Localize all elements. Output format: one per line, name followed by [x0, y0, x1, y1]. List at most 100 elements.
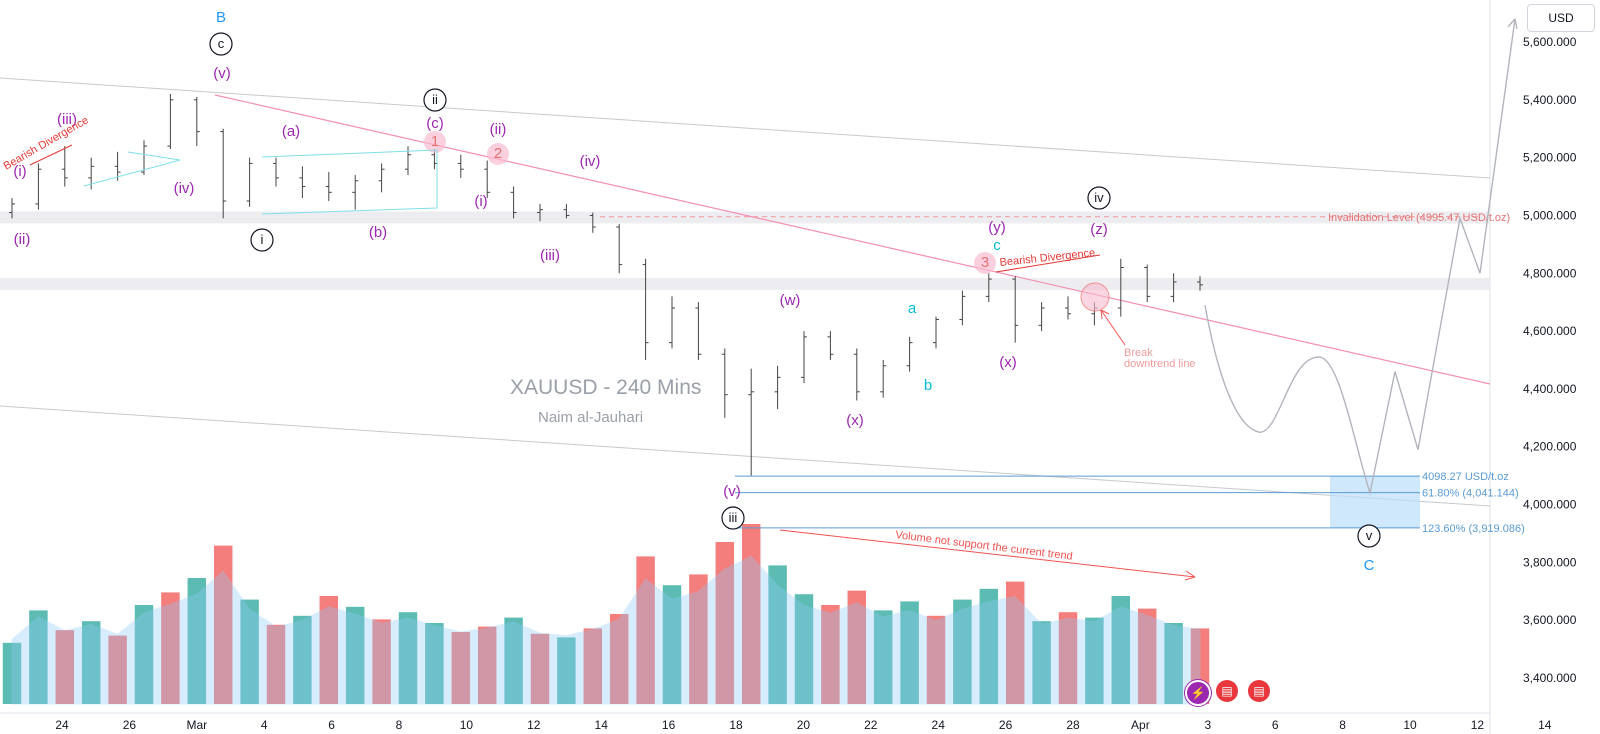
x-tick-label: 28 [1066, 718, 1080, 732]
y-tick-label: 3,800.000 [1523, 555, 1577, 569]
x-tick-label: 6 [328, 718, 335, 732]
volume-bar [240, 599, 259, 704]
projection-path [1204, 18, 1518, 496]
lightning-icon[interactable]: ⚡ [1185, 680, 1211, 706]
volume-bar [979, 588, 999, 704]
volume-bar [1137, 608, 1157, 704]
purple-wave-label: (iv) [174, 180, 195, 197]
purple-wave-label: (i) [474, 193, 487, 210]
candle [748, 368, 755, 476]
candle [1197, 276, 1203, 291]
candle [193, 96, 200, 147]
volume-bar [609, 614, 629, 704]
currency-button[interactable]: USD [1527, 4, 1595, 32]
volume-bar [504, 617, 523, 704]
candle [721, 348, 728, 418]
candle [352, 174, 359, 210]
projection-path [1204, 18, 1516, 496]
y-tick-label: 4,000.000 [1523, 498, 1577, 512]
volume-bar [715, 542, 735, 704]
volume-note-arrow [779, 529, 1196, 578]
us-flag-icon[interactable]: ▤ [1248, 680, 1270, 702]
y-axis[interactable]: 5,600.000 5,400.000 5,200.000 5,000.000 4,80… [1523, 35, 1577, 685]
us-flag-icon[interactable]: ▤ [1216, 680, 1238, 702]
y-tick-label: 4,400.000 [1523, 382, 1577, 396]
candle [827, 331, 834, 360]
volume-bar [451, 632, 471, 704]
volume-bar [821, 605, 840, 704]
candle [642, 258, 649, 360]
pivot-number: 2 [494, 145, 502, 162]
purple-wave-label: (x) [846, 412, 864, 429]
candle [220, 128, 227, 219]
x-tick-label: 10 [460, 718, 474, 732]
x-tick-label: 14 [1538, 718, 1552, 732]
volume-bar [372, 619, 391, 704]
break-arrowhead [1100, 309, 1110, 320]
candle [299, 166, 306, 199]
circled-wave-c: c [218, 36, 225, 51]
y-tick-label: 5,600.000 [1523, 35, 1577, 49]
volume-bar [81, 621, 101, 704]
circled-wave-c-ring [209, 32, 233, 56]
x-axis[interactable]: 24 26 Mar 4 6 8 10 12 14 16 18 20 22 24 26 28 Apr 3 6 8 10 12… [55, 718, 1600, 732]
x-tick-label: 6 [1272, 718, 1279, 732]
volume-bar [319, 596, 339, 704]
big-wave-b: B [216, 9, 226, 26]
x-tick-label: 24 [932, 718, 946, 732]
purple-wave-label: (b) [369, 224, 387, 241]
lower-channel-line [0, 405, 1491, 507]
purple-wave-label: (a) [282, 123, 300, 140]
y-tick-label: 4,800.000 [1523, 266, 1577, 280]
candle [510, 186, 517, 219]
pivot-number: 1 [431, 133, 439, 150]
candle [959, 290, 966, 326]
circled-wave-i-ring [250, 228, 274, 252]
candle [906, 336, 913, 372]
x-tick-label: 14 [595, 718, 609, 732]
volume-bar [636, 556, 655, 704]
y-tick-label: 5,400.000 [1523, 93, 1577, 107]
candle [1144, 264, 1151, 303]
x-tick-label: Apr [1131, 718, 1150, 732]
candle [985, 273, 992, 303]
projection-arrowhead [1507, 18, 1518, 30]
y-tick-label: 5,000.000 [1523, 208, 1577, 222]
x-tick-label: 8 [396, 718, 403, 732]
volume-note-arrowhead [1184, 570, 1196, 581]
y-tick-label: 4,600.000 [1523, 324, 1577, 338]
circled-wave-v-ring [1357, 524, 1381, 548]
purple-wave-label: (v) [723, 483, 741, 500]
volume-bar [345, 606, 365, 704]
purple-wave-label: (c) [426, 115, 444, 132]
break-text-1: Break [1124, 347, 1153, 359]
volume-bar [1164, 623, 1183, 704]
candle [853, 348, 860, 401]
volume-bar [768, 565, 787, 704]
volume-bar [530, 633, 550, 704]
x-tick-label: Mar [186, 718, 207, 732]
candle [405, 146, 411, 175]
cyan-wave-a: a [908, 300, 917, 317]
candle [1170, 273, 1177, 303]
fib-1236-label: 123.60% (3,919.086) [1422, 523, 1525, 535]
target-level-label: 4098.27 USD/t.oz [1422, 471, 1509, 483]
volume-bar [1111, 596, 1131, 704]
volume-bar [108, 635, 127, 704]
purple-wave-label: (y) [988, 219, 1006, 236]
invalidation-label: Invalidation Level (4995.47 USD/t.oz) [1328, 212, 1510, 224]
x-tick-label: 3 [1204, 718, 1211, 732]
x-tick-label: 26 [999, 718, 1013, 732]
volume-bar [847, 590, 867, 704]
volume-bar [557, 637, 576, 704]
purple-wave-label: (i) [13, 163, 26, 180]
candle [589, 212, 596, 233]
circled-wave-ii: ii [432, 92, 438, 107]
candle [1065, 296, 1071, 320]
volume-bar [794, 594, 814, 704]
purple-wave-label: (ii) [490, 121, 507, 138]
volume-bar [477, 626, 497, 704]
purple-wave-label: (z) [1090, 221, 1108, 238]
volume-ma-area [11, 555, 1201, 705]
